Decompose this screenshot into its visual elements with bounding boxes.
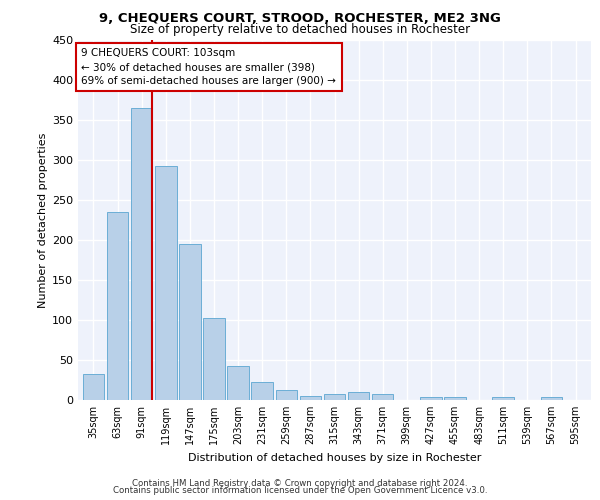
Bar [275, 390, 297, 400]
Bar [324, 394, 345, 400]
Bar [203, 318, 225, 400]
Bar [541, 397, 562, 400]
Bar [227, 366, 249, 400]
Text: 9, CHEQUERS COURT, STROOD, ROCHESTER, ME2 3NG: 9, CHEQUERS COURT, STROOD, ROCHESTER, ME… [99, 12, 501, 26]
Text: Contains HM Land Registry data © Crown copyright and database right 2024.: Contains HM Land Registry data © Crown c… [132, 478, 468, 488]
Bar [251, 382, 273, 400]
Y-axis label: Number of detached properties: Number of detached properties [38, 132, 48, 308]
Bar [83, 374, 104, 400]
Bar [131, 108, 152, 400]
Text: 9 CHEQUERS COURT: 103sqm
← 30% of detached houses are smaller (398)
69% of semi-: 9 CHEQUERS COURT: 103sqm ← 30% of detach… [82, 48, 337, 86]
Bar [299, 396, 321, 400]
Bar [372, 394, 394, 400]
Bar [348, 392, 370, 400]
Text: Size of property relative to detached houses in Rochester: Size of property relative to detached ho… [130, 22, 470, 36]
Bar [444, 397, 466, 400]
Bar [179, 244, 200, 400]
Bar [420, 397, 442, 400]
Bar [493, 397, 514, 400]
Text: Contains public sector information licensed under the Open Government Licence v3: Contains public sector information licen… [113, 486, 487, 495]
X-axis label: Distribution of detached houses by size in Rochester: Distribution of detached houses by size … [188, 452, 481, 462]
Bar [107, 212, 128, 400]
Bar [155, 166, 176, 400]
